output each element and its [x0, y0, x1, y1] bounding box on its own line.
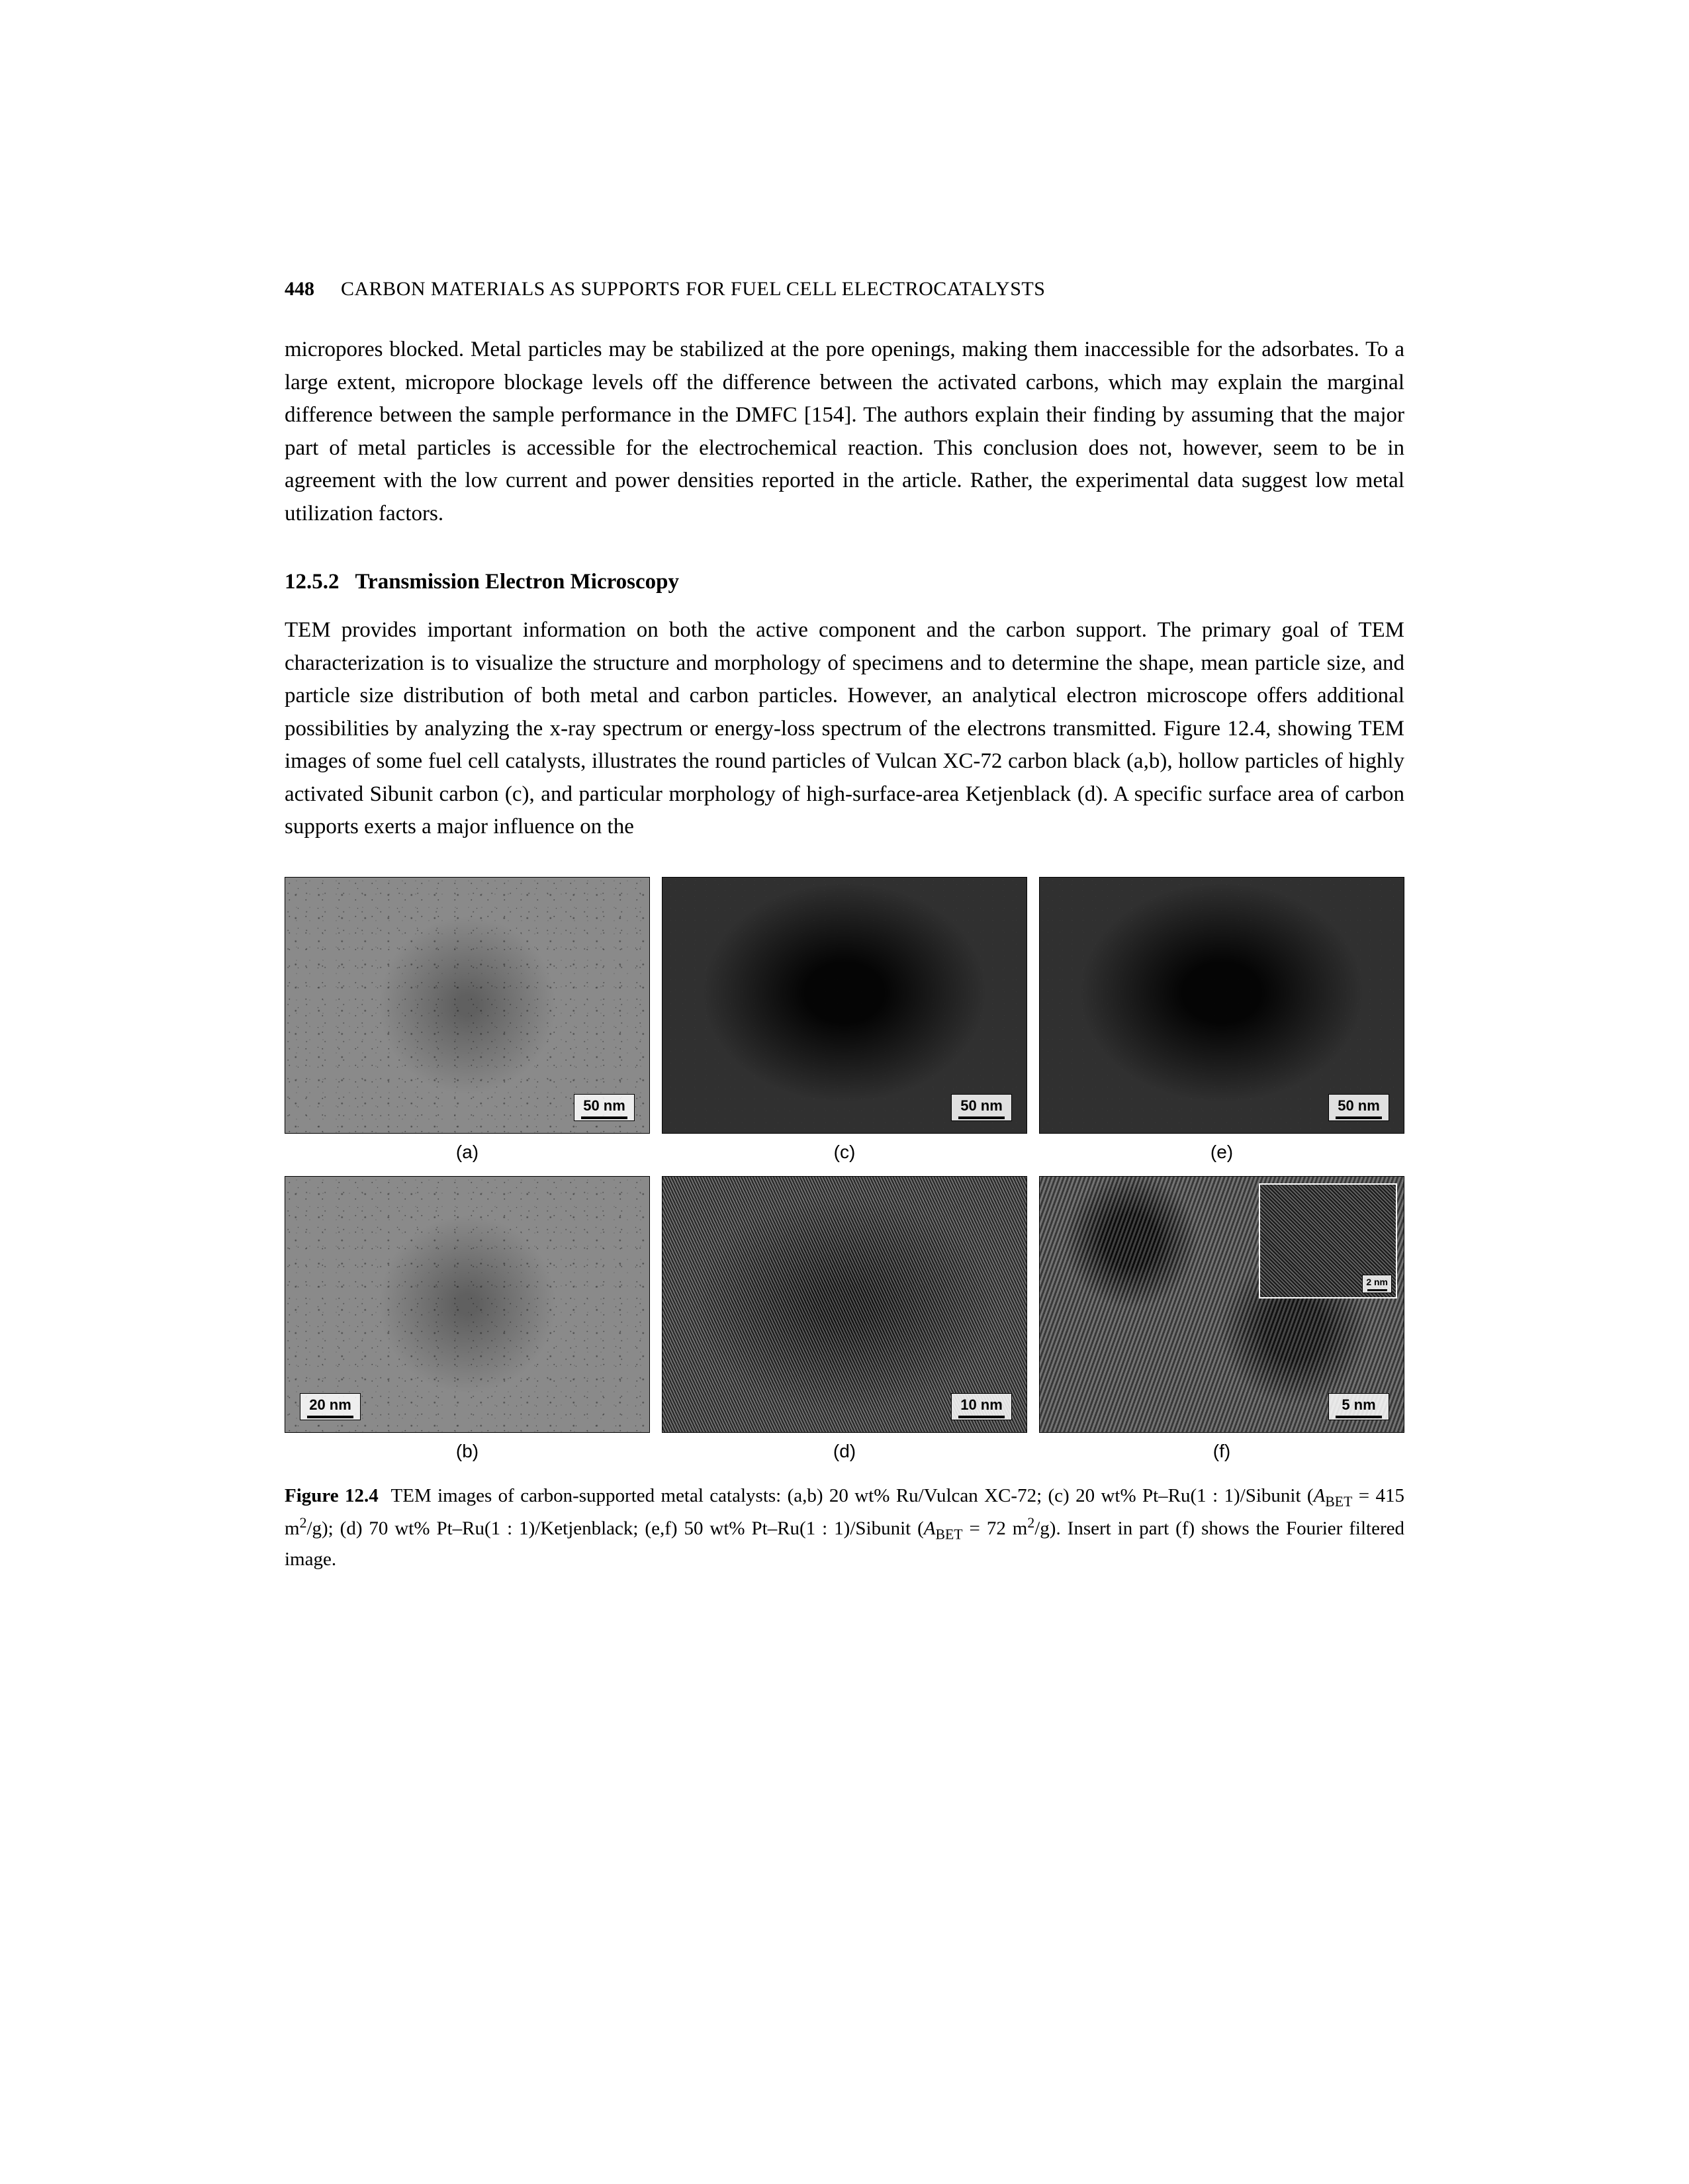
scale-bar: 50 nm — [574, 1094, 635, 1121]
scale-line — [1336, 1416, 1382, 1418]
tem-image: 2 nm 5 nm — [1039, 1176, 1404, 1433]
panel-label: (b) — [456, 1441, 479, 1462]
tem-image: 50 nm — [1039, 877, 1404, 1134]
chapter-title: CARBON MATERIALS AS SUPPORTS FOR FUEL CE… — [341, 278, 1045, 300]
scale-bar: 10 nm — [951, 1393, 1012, 1420]
section-title: Transmission Electron Microscopy — [355, 570, 680, 594]
page-number: 448 — [285, 278, 314, 300]
scale-line — [1367, 1289, 1387, 1291]
scale-bar: 50 nm — [951, 1094, 1012, 1121]
tem-image: 10 nm — [662, 1176, 1027, 1433]
panel-label: (f) — [1213, 1441, 1230, 1462]
scale-bar: 50 nm — [1328, 1094, 1389, 1121]
section-heading: 12.5.2 Transmission Electron Microscopy — [285, 570, 1404, 594]
scale-line — [958, 1116, 1005, 1119]
section-number: 12.5.2 — [285, 570, 340, 594]
figure-panel-b: 20 nm (b) — [285, 1176, 650, 1462]
body-paragraph-1: micropores blocked. Metal particles may … — [285, 334, 1404, 530]
page-header: 448 CARBON MATERIALS AS SUPPORTS FOR FUE… — [285, 278, 1404, 300]
scale-bar: 20 nm — [300, 1393, 361, 1420]
tem-image: 20 nm — [285, 1176, 650, 1433]
body-paragraph-2: TEM provides important information on bo… — [285, 614, 1404, 844]
scale-line — [581, 1116, 627, 1119]
figure-caption: Figure 12.4 TEM images of carbon-support… — [285, 1482, 1404, 1572]
scale-line — [958, 1416, 1005, 1418]
panel-label: (c) — [834, 1142, 856, 1163]
scale-line — [307, 1416, 353, 1418]
scale-line — [1336, 1116, 1382, 1119]
figure-panel-a: 50 nm (a) — [285, 877, 650, 1163]
figure-panel-e: 50 nm (e) — [1039, 877, 1404, 1163]
panel-label: (e) — [1210, 1142, 1233, 1163]
figure-panel-c: 50 nm (c) — [662, 877, 1027, 1163]
figure-panel-f: 2 nm 5 nm (f) — [1039, 1176, 1404, 1462]
tem-image: 50 nm — [285, 877, 650, 1134]
inset-image: 2 nm — [1259, 1183, 1397, 1298]
figure-label: Figure 12.4 — [285, 1485, 379, 1506]
panel-label: (a) — [456, 1142, 479, 1163]
inset-scale-bar: 2 nm — [1362, 1275, 1392, 1293]
figure-panel-d: 10 nm (d) — [662, 1176, 1027, 1462]
figure-grid: 50 nm (a) 50 nm (c) 50 nm — [285, 877, 1404, 1463]
figure-block: 50 nm (a) 50 nm (c) 50 nm — [285, 877, 1404, 1573]
scale-bar: 5 nm — [1328, 1393, 1389, 1420]
panel-label: (d) — [833, 1441, 856, 1462]
tem-image: 50 nm — [662, 877, 1027, 1134]
